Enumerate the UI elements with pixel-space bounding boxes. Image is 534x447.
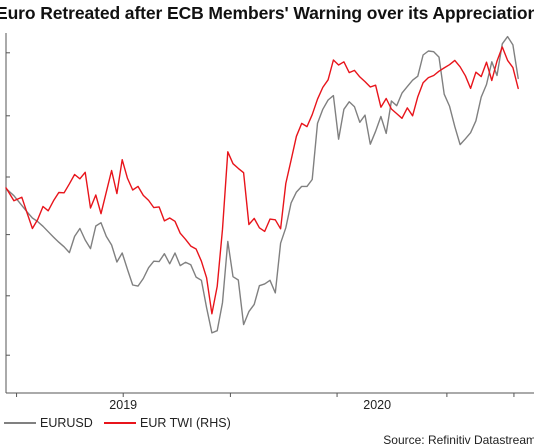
legend-swatch-eur-twi xyxy=(104,422,136,424)
legend-entry-eurusd: EURUSD xyxy=(4,416,93,430)
plot-frame xyxy=(5,33,534,394)
legend-label-eurusd: EURUSD xyxy=(40,416,93,430)
series-line-eur-twi-rhs xyxy=(5,46,519,315)
chart-title: Euro Retreated after ECB Members' Warnin… xyxy=(0,3,534,23)
series-line-eurusd xyxy=(5,35,519,334)
legend-swatch-eurusd xyxy=(4,422,36,424)
legend-label-eur-twi: EUR TWI (RHS) xyxy=(140,416,231,430)
x-tick-label-2020: 2020 xyxy=(363,398,391,412)
legend-entry-eur-twi: EUR TWI (RHS) xyxy=(104,416,231,430)
x-axis-ticks: 2019 2020 xyxy=(16,393,515,412)
series-lines xyxy=(5,35,519,334)
source-note: Source: Refinitiv Datastream xyxy=(383,433,534,447)
x-tick-label-2019: 2019 xyxy=(109,398,137,412)
